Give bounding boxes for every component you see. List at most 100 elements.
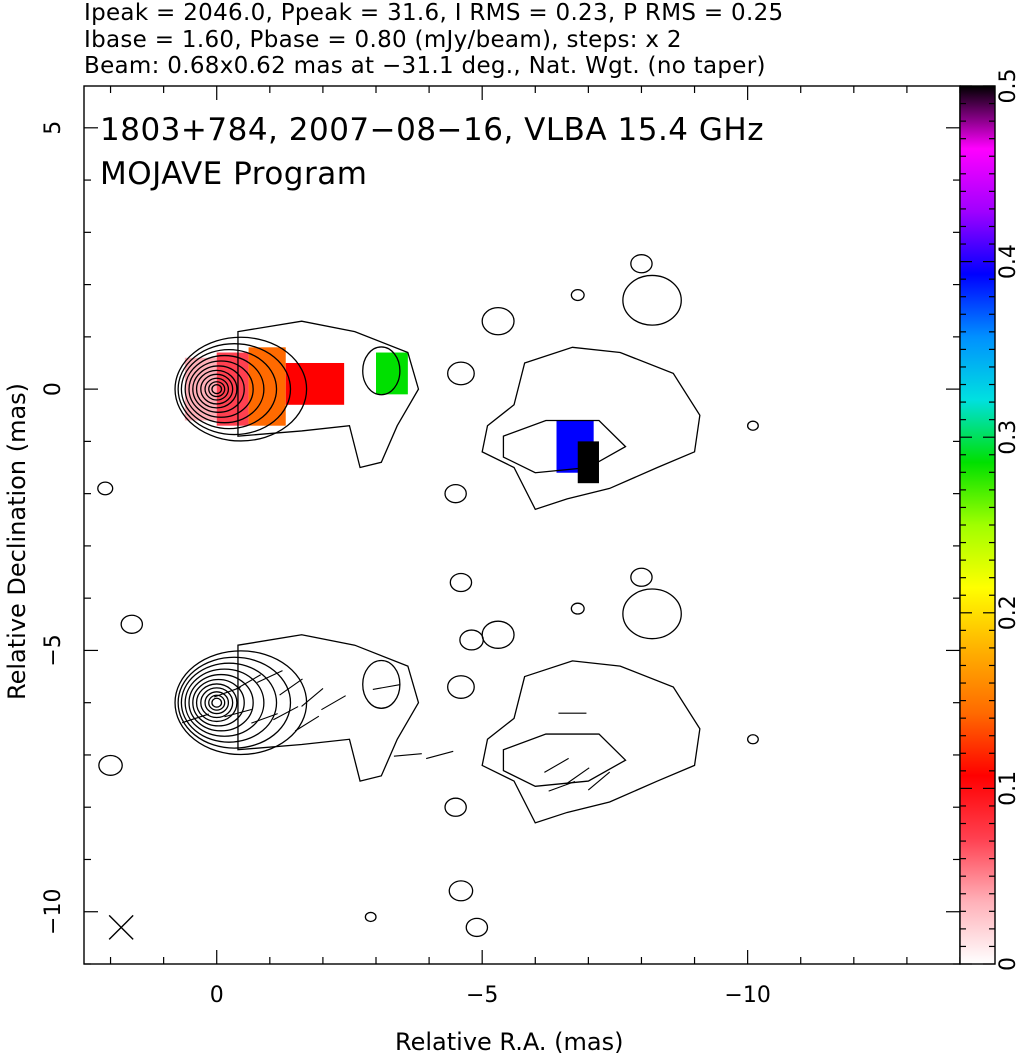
y-tick-label: 5: [41, 121, 66, 135]
beam-marker: [108, 914, 134, 940]
evpa-sticks: [182, 670, 611, 792]
lower-core-contour: [195, 683, 238, 723]
upper-core-contour: [180, 348, 278, 430]
upper-island-contour: [481, 306, 515, 336]
upper-jet-contour: [237, 320, 420, 469]
lower-island-contour: [622, 588, 682, 640]
upper-core-contour: [177, 343, 292, 436]
upper-core-contour: [192, 365, 245, 413]
lower-core-contour: [211, 697, 223, 708]
evpa-stick: [214, 686, 241, 698]
isolated-contour: [459, 629, 484, 651]
lower-core-contour: [174, 650, 308, 756]
upper-core-contour: [195, 369, 238, 409]
evpa-stick: [548, 781, 576, 792]
upper-core-contour: [211, 384, 223, 395]
beam-axis: [108, 914, 134, 940]
isolated-contour: [97, 481, 114, 496]
fractional-polarization-color-layer: [184, 347, 599, 484]
upper-knot-contour: [362, 346, 401, 396]
x-tick-label: −5: [466, 983, 498, 1008]
lower-island-contour: [481, 620, 515, 649]
x-tick-label: 0: [210, 983, 224, 1008]
upper-island-contour: [447, 361, 475, 386]
isolated-contour: [448, 880, 474, 902]
colorbar-tick-label: 0.3: [996, 420, 1021, 455]
y-tick-label: −10: [41, 889, 66, 935]
colorbar-ticks: [960, 85, 995, 965]
lower-core-contour: [208, 694, 226, 711]
isolated-contour: [465, 917, 489, 938]
colorbar-tick-labels: 0 0.1 0.2 0.3 0.4 0.5: [996, 69, 1021, 972]
evpa-stick: [393, 753, 422, 757]
lower-island-contour: [746, 734, 759, 745]
y-tick-label: −5: [41, 634, 66, 666]
evpa-stick: [251, 713, 278, 724]
upper-island-contour: [444, 483, 467, 504]
y-tick-label: 0: [41, 382, 66, 396]
source-title: 1803+784, 2007−08−16, VLBA 15.4 GHz: [100, 112, 764, 148]
y-axis-label: Relative Declination (mas): [3, 382, 31, 700]
evpa-stick: [256, 670, 283, 683]
intensity-contours: [97, 254, 759, 938]
lower-island-contour: [447, 675, 475, 699]
lower-core-contour: [204, 691, 230, 715]
evpa-stick: [565, 767, 590, 785]
axis-ticks: [84, 86, 961, 965]
upper-core-contour: [188, 360, 254, 418]
lower-jet-contour: [237, 634, 420, 782]
colorbar-tick-label: 0.2: [996, 595, 1021, 630]
evpa-stick: [372, 684, 401, 690]
upper-core-contour: [174, 336, 308, 442]
evpa-stick: [273, 706, 299, 721]
isolated-contour: [120, 614, 144, 634]
upper-island-contour: [622, 274, 682, 326]
evpa-stick: [279, 678, 303, 696]
lower-core-contour: [192, 678, 245, 727]
colorbar-tick-label: 0.5: [996, 69, 1021, 104]
evpa-stick: [182, 713, 209, 724]
colorbar-tick-label: 0.4: [996, 244, 1021, 279]
isolated-contour: [364, 911, 377, 923]
upper-core-contour: [208, 381, 226, 398]
evpa-stick: [301, 688, 324, 707]
axis-tick-labels: 0 −5 −10 5 0 −5 −10: [41, 121, 771, 1008]
x-tick-label: −10: [724, 983, 770, 1008]
lower-core-contour: [200, 687, 234, 719]
polarization-pixel-block: [285, 362, 345, 405]
header-line-peaks: Ipeak = 2046.0, Ppeak = 31.6, I RMS = 0.…: [84, 0, 784, 26]
x-axis-label: Relative R.A. (mas): [395, 1028, 624, 1056]
upper-island-contour: [570, 288, 585, 302]
program-title: MOJAVE Program: [100, 156, 368, 192]
lower-core-contour: [184, 668, 265, 737]
lower-core-contour: [177, 656, 292, 749]
lower-island-contour: [444, 797, 467, 817]
lower-outer-contour: [481, 660, 701, 824]
upper-core-contour: [200, 373, 234, 405]
upper-core-contour: [204, 377, 230, 401]
polarization-pixel-block: [376, 352, 408, 395]
header-line-beam: Beam: 0.68x0.62 mas at −31.1 deg., Nat. …: [84, 53, 766, 79]
evpa-stick: [587, 771, 611, 791]
upper-core-contour: [184, 354, 265, 424]
plot-frame: [83, 85, 961, 965]
evpa-stick: [544, 757, 569, 773]
polarization-pixel-block: [248, 347, 286, 426]
isolated-contour: [98, 754, 123, 776]
evpa-stick: [426, 750, 454, 760]
polarization-pixel-block: [577, 441, 599, 484]
colorbar-tick-label: 0: [996, 957, 1021, 971]
evpa-stick: [236, 674, 261, 690]
isolated-contour: [449, 572, 473, 593]
header-line-contours: Ibase = 1.60, Pbase = 0.80 (mJy/beam), s…: [84, 27, 682, 53]
evpa-stick: [294, 715, 320, 732]
upper-island-contour: [746, 420, 759, 431]
lower-inner-contour: [502, 733, 627, 787]
upper-outer-contour: [481, 346, 701, 511]
lower-island-contour: [630, 567, 653, 587]
lower-core-contour: [180, 662, 278, 743]
evpa-stick: [224, 708, 252, 718]
lower-knot-contour: [362, 659, 401, 709]
lower-core-contour: [188, 673, 254, 732]
